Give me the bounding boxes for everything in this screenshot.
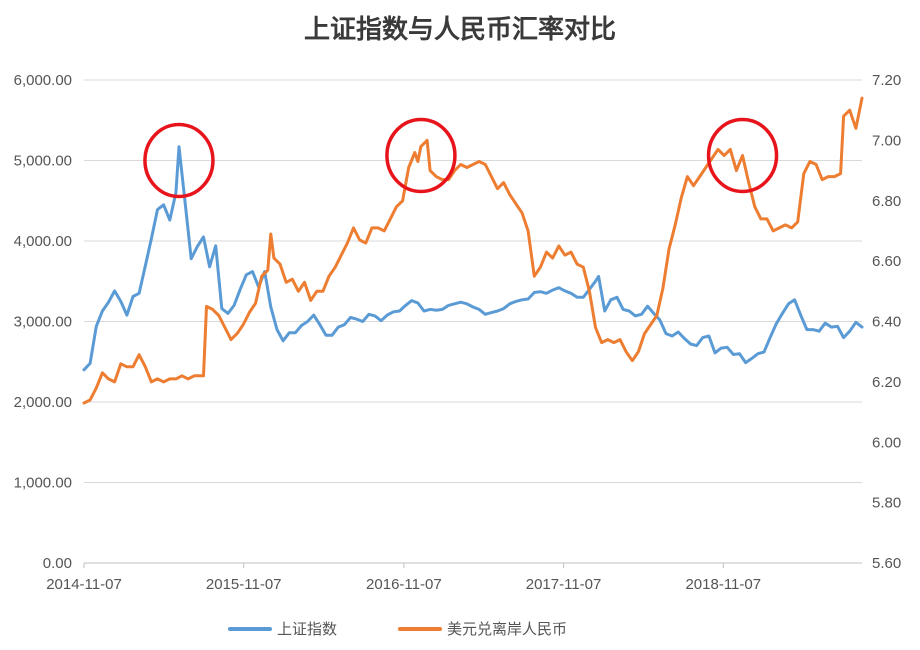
chart-title: 上证指数与人民币汇率对比 (304, 14, 616, 45)
y-right-tick-label: 6.80 (872, 193, 901, 210)
series-line-1 (82, 145, 864, 372)
legend: 上证指数 美元兑离岸人民币 (228, 620, 567, 638)
y-axis-left: 0.00 1,000.00 2,000.00 3,000.00 4,000.00 5,00… (14, 72, 72, 572)
annotation-circle (385, 117, 457, 194)
y-axis-right: 5.60 5.80 6.00 6.20 6.40 6.60 6.80 7.00 7.20 (872, 72, 901, 572)
y-left-tick-label: 6,000.00 (14, 72, 72, 89)
annotation-circle (143, 122, 215, 199)
x-tick-label: 2015-11-07 (206, 576, 282, 593)
series-line-2 (82, 96, 864, 405)
y-left-tick-label: 0.00 (43, 555, 72, 572)
x-tick-label: 2014-11-07 (46, 576, 122, 593)
y-right-tick-label: 7.20 (872, 72, 901, 89)
y-right-tick-label: 6.60 (872, 253, 901, 270)
x-tick-label: 2016-11-07 (366, 576, 442, 593)
y-right-tick-label: 5.60 (872, 555, 901, 572)
grid-lines (84, 79, 862, 483)
y-right-tick-label: 6.40 (872, 314, 901, 331)
annotation-circle (706, 117, 779, 194)
y-left-tick-label: 5,000.00 (14, 153, 72, 170)
annotation-group (143, 117, 779, 199)
legend-label: 上证指数 (277, 620, 337, 638)
series-group (82, 96, 864, 405)
y-right-tick-label: 5.80 (872, 495, 901, 512)
y-right-tick-label: 6.00 (872, 434, 901, 451)
y-right-tick-label: 7.00 (872, 132, 901, 149)
x-tick-label: 2017-11-07 (526, 576, 602, 593)
legend-label: 美元兑离岸人民币 (447, 620, 567, 638)
y-left-tick-label: 3,000.00 (14, 314, 72, 331)
y-left-tick-label: 1,000.00 (14, 475, 72, 492)
y-right-tick-label: 6.20 (872, 374, 901, 391)
x-axis: 2014-11-07 2015-11-07 2016-11-07 2017-11-07… (46, 562, 862, 593)
y-left-tick-label: 4,000.00 (14, 233, 72, 250)
x-tick-label: 2018-11-07 (685, 576, 761, 593)
y-left-tick-label: 2,000.00 (14, 394, 72, 411)
